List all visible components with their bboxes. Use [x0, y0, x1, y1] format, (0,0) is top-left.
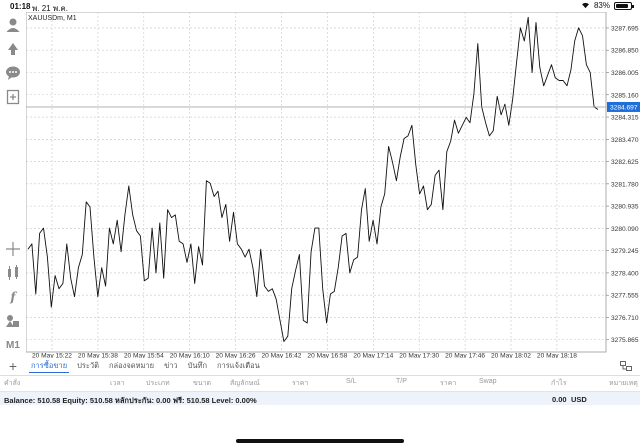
balance-summary: Balance: 510.58 Equity: 510.58 หลักประกั… [4, 396, 257, 405]
battery-percent: 83% [593, 1, 610, 10]
price-tick-label: 3286.005 [611, 70, 639, 77]
crosshair-icon[interactable] [4, 240, 22, 258]
price-tick-label: 3280.090 [611, 226, 639, 233]
price-tick-label: 3279.245 [611, 248, 639, 255]
tab-news[interactable]: ข่าว [164, 361, 178, 370]
col-order[interactable]: คำสั่ง [4, 380, 21, 387]
function-icon[interactable]: f [10, 290, 16, 304]
total-profit: 0.00 [552, 395, 567, 404]
col-symbol[interactable]: สัญลักษณ์ [230, 380, 260, 387]
left-toolbar: f M1 [0, 12, 26, 358]
tab-journal[interactable]: บันทึก [187, 361, 208, 370]
price-series-line [27, 16, 599, 342]
status-bar: 01:18 พ. 21 พ.ค. 83% [0, 0, 640, 13]
time-tick-label: 20 May 16:58 [307, 353, 347, 359]
time-tick-label: 20 May 16:26 [216, 353, 256, 359]
price-tick-label: 3277.555 [611, 293, 639, 300]
time-tick-label: 20 May 17:14 [353, 353, 393, 359]
battery-icon [614, 1, 634, 10]
trade-arrows-icon[interactable] [4, 40, 22, 58]
current-price-marker: 3284.697 [26, 101, 640, 112]
price-chart[interactable]: 3287.695 3286.850 3286.005 3285.160 3284.315… [26, 12, 640, 358]
chart-series [27, 16, 599, 342]
price-tick-label: 3286.850 [611, 48, 639, 55]
price-tick-label: 3283.470 [611, 137, 639, 144]
time-tick-label: 20 May 15:38 [78, 353, 118, 359]
chart-grid [26, 12, 606, 352]
col-tp[interactable]: T/P [396, 378, 407, 385]
price-tick-label: 3275.865 [611, 337, 639, 344]
home-indicator [236, 439, 404, 443]
price-tick-label: 3287.695 [611, 25, 639, 32]
chart-canvas[interactable]: 3287.695 3286.850 3286.005 3285.160 3284.315… [26, 12, 640, 358]
price-tick-label: 3282.625 [611, 159, 639, 166]
time-tick-label: 20 May 18:02 [491, 353, 531, 359]
orders-table-header: คำสั่ง เวลา ประเภท ขนาด สัญลักษณ์ ราคา S… [0, 375, 640, 389]
current-price-tag [607, 101, 640, 112]
status-right: 83% [581, 1, 634, 10]
price-tick-label: 3280.935 [611, 204, 639, 211]
col-time[interactable]: เวลา [110, 380, 125, 387]
timeframe-button[interactable]: M1 [6, 339, 20, 351]
col-type[interactable]: ประเภท [146, 380, 170, 387]
price-tick-label: 3278.400 [611, 270, 639, 277]
time-tick-label: 20 May 17:30 [399, 353, 439, 359]
time-tick-label: 20 May 15:54 [124, 353, 164, 359]
price-tick-label: 3284.315 [611, 115, 639, 122]
tab-trade[interactable]: การซื้อขาย [26, 358, 72, 374]
bottom-tabs: + การซื้อขาย ประวัติ กล่องจดหมาย ข่าว บั… [0, 358, 640, 374]
chat-icon[interactable] [4, 64, 22, 82]
col-current-price[interactable]: ราคา [440, 380, 457, 387]
time-tick-label: 20 May 16:42 [262, 353, 302, 359]
account-icon[interactable] [4, 16, 22, 34]
col-comment[interactable]: หมายเหตุ [609, 380, 638, 387]
time-tick-label: 20 May 17:46 [445, 353, 485, 359]
indicators-icon[interactable] [4, 264, 22, 282]
account-currency: USD [571, 395, 587, 404]
chart-axis-labels: 3287.695 3286.850 3286.005 3285.160 3284.315… [32, 25, 639, 358]
time-tick-label: 20 May 16:10 [170, 353, 210, 359]
tab-history[interactable]: ประวัติ [77, 361, 100, 370]
col-size[interactable]: ขนาด [193, 380, 212, 387]
time-tick-label: 20 May 18:18 [537, 353, 577, 359]
status-date: พ. 21 พ.ค. [32, 4, 68, 13]
price-tick-label: 3281.780 [611, 181, 639, 188]
price-tick-label: 3276.710 [611, 315, 639, 322]
col-swap[interactable]: Swap [479, 378, 497, 385]
col-profit[interactable]: กำไร [551, 380, 567, 387]
chart-symbol-label: XAUUSDm, M1 [28, 15, 77, 22]
tab-alerts[interactable]: การแจ้งเตือน [217, 361, 260, 370]
layout-icon[interactable] [620, 361, 632, 371]
col-sl[interactable]: S/L [346, 378, 357, 385]
tab-mailbox[interactable]: กล่องจดหมาย [109, 361, 155, 370]
status-time: 01:18 [10, 2, 31, 11]
add-tab-button[interactable]: + [8, 358, 18, 374]
objects-icon[interactable] [4, 312, 22, 330]
new-order-icon[interactable] [4, 88, 22, 106]
col-price[interactable]: ราคา [292, 380, 309, 387]
balance-bar: Balance: 510.58 Equity: 510.58 หลักประกั… [0, 391, 640, 405]
wifi-icon [581, 2, 589, 9]
price-tick-label: 3285.160 [611, 92, 639, 99]
time-tick-label: 20 May 15:22 [32, 353, 72, 359]
current-price-text: 3284.697 [610, 104, 638, 111]
